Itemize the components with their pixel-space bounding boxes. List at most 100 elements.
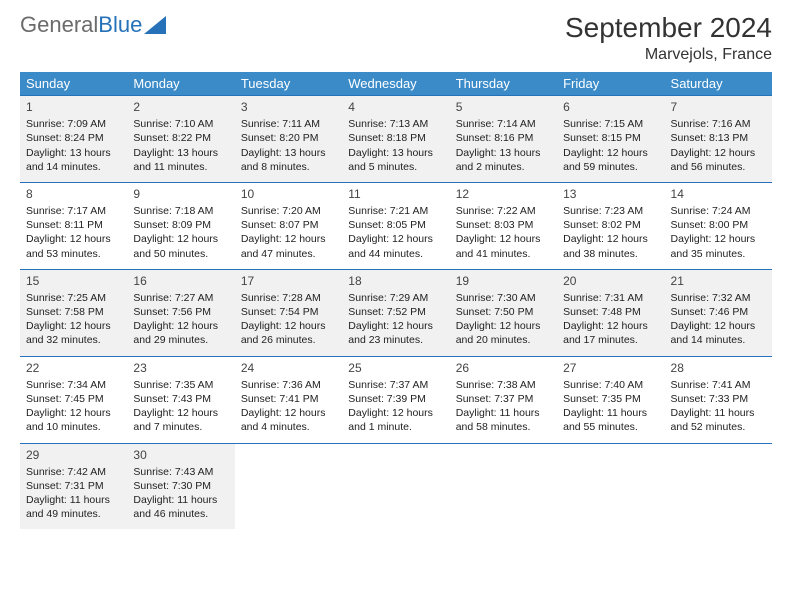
sunrise-line: Sunrise: 7:17 AM xyxy=(26,204,121,218)
daylight-line: Daylight: 12 hours and 20 minutes. xyxy=(456,319,551,347)
calendar-cell: 20Sunrise: 7:31 AMSunset: 7:48 PMDayligh… xyxy=(557,269,664,356)
calendar-cell: 17Sunrise: 7:28 AMSunset: 7:54 PMDayligh… xyxy=(235,269,342,356)
day-number: 2 xyxy=(133,99,228,115)
daylight-line: Daylight: 12 hours and 7 minutes. xyxy=(133,406,228,434)
sunset-line: Sunset: 8:05 PM xyxy=(348,218,443,232)
sunset-line: Sunset: 7:56 PM xyxy=(133,305,228,319)
day-number: 14 xyxy=(671,186,766,202)
daylight-line: Daylight: 13 hours and 2 minutes. xyxy=(456,146,551,174)
calendar-table: Sunday Monday Tuesday Wednesday Thursday… xyxy=(20,72,772,529)
day-number: 13 xyxy=(563,186,658,202)
logo-text-blue: Blue xyxy=(98,12,142,38)
daylight-line: Daylight: 12 hours and 41 minutes. xyxy=(456,232,551,260)
day-number: 7 xyxy=(671,99,766,115)
day-number: 11 xyxy=(348,186,443,202)
page-title: September 2024 xyxy=(565,12,772,44)
calendar-cell: 22Sunrise: 7:34 AMSunset: 7:45 PMDayligh… xyxy=(20,356,127,443)
calendar-cell: 7Sunrise: 7:16 AMSunset: 8:13 PMDaylight… xyxy=(665,96,772,183)
daylight-line: Daylight: 12 hours and 1 minute. xyxy=(348,406,443,434)
day-number: 25 xyxy=(348,360,443,376)
sunrise-line: Sunrise: 7:21 AM xyxy=(348,204,443,218)
day-number: 23 xyxy=(133,360,228,376)
location: Marvejols, France xyxy=(565,46,772,64)
calendar-cell xyxy=(450,443,557,529)
sunset-line: Sunset: 8:24 PM xyxy=(26,131,121,145)
daylight-line: Daylight: 11 hours and 58 minutes. xyxy=(456,406,551,434)
daylight-line: Daylight: 11 hours and 55 minutes. xyxy=(563,406,658,434)
daylight-line: Daylight: 13 hours and 8 minutes. xyxy=(241,146,336,174)
calendar-cell: 1Sunrise: 7:09 AMSunset: 8:24 PMDaylight… xyxy=(20,96,127,183)
sunset-line: Sunset: 7:45 PM xyxy=(26,392,121,406)
day-number: 5 xyxy=(456,99,551,115)
calendar-cell xyxy=(557,443,664,529)
day-number: 19 xyxy=(456,273,551,289)
calendar-week: 15Sunrise: 7:25 AMSunset: 7:58 PMDayligh… xyxy=(20,269,772,356)
daylight-line: Daylight: 12 hours and 50 minutes. xyxy=(133,232,228,260)
day-number: 26 xyxy=(456,360,551,376)
day-number: 8 xyxy=(26,186,121,202)
calendar-cell: 14Sunrise: 7:24 AMSunset: 8:00 PMDayligh… xyxy=(665,182,772,269)
calendar-cell: 25Sunrise: 7:37 AMSunset: 7:39 PMDayligh… xyxy=(342,356,449,443)
calendar-cell: 28Sunrise: 7:41 AMSunset: 7:33 PMDayligh… xyxy=(665,356,772,443)
sunrise-line: Sunrise: 7:40 AM xyxy=(563,378,658,392)
calendar-cell: 30Sunrise: 7:43 AMSunset: 7:30 PMDayligh… xyxy=(127,443,234,529)
sunrise-line: Sunrise: 7:30 AM xyxy=(456,291,551,305)
daylight-line: Daylight: 12 hours and 29 minutes. xyxy=(133,319,228,347)
calendar-cell: 9Sunrise: 7:18 AMSunset: 8:09 PMDaylight… xyxy=(127,182,234,269)
sunset-line: Sunset: 8:00 PM xyxy=(671,218,766,232)
daylight-line: Daylight: 11 hours and 49 minutes. xyxy=(26,493,121,521)
day-number: 21 xyxy=(671,273,766,289)
calendar-cell: 5Sunrise: 7:14 AMSunset: 8:16 PMDaylight… xyxy=(450,96,557,183)
day-header-row: Sunday Monday Tuesday Wednesday Thursday… xyxy=(20,72,772,96)
calendar-cell: 21Sunrise: 7:32 AMSunset: 7:46 PMDayligh… xyxy=(665,269,772,356)
sunset-line: Sunset: 7:46 PM xyxy=(671,305,766,319)
sunrise-line: Sunrise: 7:24 AM xyxy=(671,204,766,218)
sunset-line: Sunset: 8:20 PM xyxy=(241,131,336,145)
day-header: Wednesday xyxy=(342,72,449,96)
sunset-line: Sunset: 7:48 PM xyxy=(563,305,658,319)
daylight-line: Daylight: 12 hours and 47 minutes. xyxy=(241,232,336,260)
day-number: 16 xyxy=(133,273,228,289)
daylight-line: Daylight: 12 hours and 44 minutes. xyxy=(348,232,443,260)
calendar-cell: 26Sunrise: 7:38 AMSunset: 7:37 PMDayligh… xyxy=(450,356,557,443)
header: GeneralBlue September 2024 Marvejols, Fr… xyxy=(20,12,772,64)
day-number: 24 xyxy=(241,360,336,376)
title-block: September 2024 Marvejols, France xyxy=(565,12,772,64)
calendar-week: 22Sunrise: 7:34 AMSunset: 7:45 PMDayligh… xyxy=(20,356,772,443)
calendar-cell: 23Sunrise: 7:35 AMSunset: 7:43 PMDayligh… xyxy=(127,356,234,443)
day-header: Saturday xyxy=(665,72,772,96)
sunset-line: Sunset: 8:03 PM xyxy=(456,218,551,232)
day-number: 9 xyxy=(133,186,228,202)
calendar-cell: 13Sunrise: 7:23 AMSunset: 8:02 PMDayligh… xyxy=(557,182,664,269)
daylight-line: Daylight: 13 hours and 5 minutes. xyxy=(348,146,443,174)
calendar-cell: 16 Sunrise: 7:27 AMSunset: 7:56 PMDayligh… xyxy=(127,269,234,356)
sunset-line: Sunset: 7:43 PM xyxy=(133,392,228,406)
sunset-line: Sunset: 8:02 PM xyxy=(563,218,658,232)
sunset-line: Sunset: 8:22 PM xyxy=(133,131,228,145)
day-number: 17 xyxy=(241,273,336,289)
calendar-cell: 3Sunrise: 7:11 AMSunset: 8:20 PMDaylight… xyxy=(235,96,342,183)
sunset-line: Sunset: 7:30 PM xyxy=(133,479,228,493)
sunset-line: Sunset: 7:35 PM xyxy=(563,392,658,406)
sunrise-line: Sunrise: 7:36 AM xyxy=(241,378,336,392)
sunset-line: Sunset: 8:07 PM xyxy=(241,218,336,232)
day-number: 15 xyxy=(26,273,121,289)
calendar-body: 1Sunrise: 7:09 AMSunset: 8:24 PMDaylight… xyxy=(20,96,772,530)
day-number: 4 xyxy=(348,99,443,115)
calendar-week: 1Sunrise: 7:09 AMSunset: 8:24 PMDaylight… xyxy=(20,96,772,183)
day-number: 22 xyxy=(26,360,121,376)
sunset-line: Sunset: 8:11 PM xyxy=(26,218,121,232)
daylight-line: Daylight: 12 hours and 23 minutes. xyxy=(348,319,443,347)
sunrise-line: Sunrise: 7:09 AM xyxy=(26,117,121,131)
sunrise-line: Sunrise: 7:29 AM xyxy=(348,291,443,305)
logo-text-gray: General xyxy=(20,12,98,38)
sunrise-line: Sunrise: 7:28 AM xyxy=(241,291,336,305)
sunset-line: Sunset: 7:50 PM xyxy=(456,305,551,319)
calendar-cell: 19 Sunrise: 7:30 AMSunset: 7:50 PMDayligh… xyxy=(450,269,557,356)
sunset-line: Sunset: 8:18 PM xyxy=(348,131,443,145)
sunrise-line: Sunrise: 7:18 AM xyxy=(133,204,228,218)
calendar-cell: 24Sunrise: 7:36 AMSunset: 7:41 PMDayligh… xyxy=(235,356,342,443)
sunrise-line: Sunrise: 7:27 AM xyxy=(133,291,228,305)
sunrise-line: Sunrise: 7:43 AM xyxy=(133,465,228,479)
daylight-line: Daylight: 12 hours and 32 minutes. xyxy=(26,319,121,347)
